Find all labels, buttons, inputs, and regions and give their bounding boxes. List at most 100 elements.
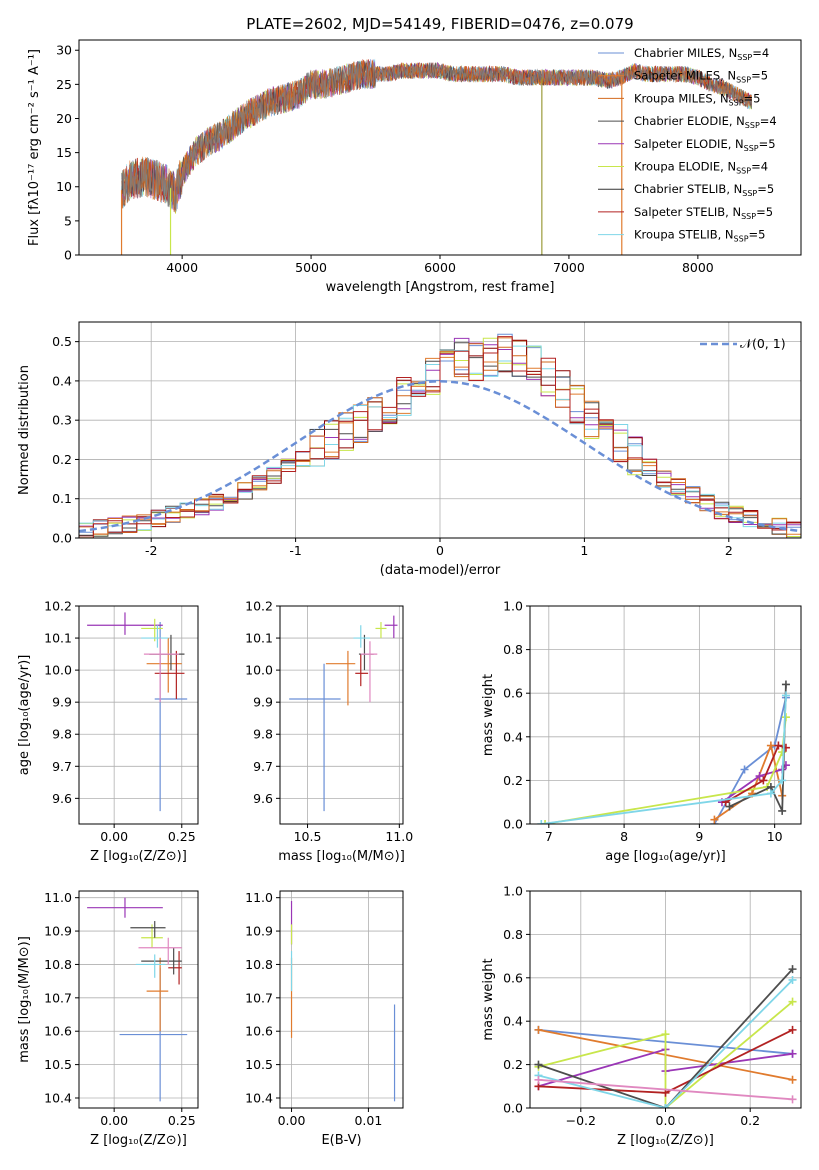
weight-marker [778,748,787,757]
x-axis-label: Z [log₁₀(Z/Z⊙)] [90,849,187,864]
y-tick-label: 9.7 [52,759,72,774]
weight-marker [534,1060,543,1069]
weight-marker [534,1025,543,1034]
axes-frame [279,605,404,825]
axes-frame [78,890,199,1109]
y-tick-label: 5 [64,213,72,228]
panel-mass-vs-Z: 0.00 0.25 10.4 10.5 10.6 10.7 10.8 10.9 11.0 Z [l… [17,890,199,1148]
legend-text: Chabrier MILES, N [634,46,737,60]
weight-line [725,744,787,803]
y-tick-label: 10.0 [245,663,273,678]
weight-line [538,1001,794,1108]
plot-marks [120,58,752,255]
y-tick-label: 0.4 [503,1014,523,1029]
weight-marker [788,1025,797,1034]
panel-weight-vs-age: 7 8 9 10 0.0 0.2 0.4 0.6 0.8 1.0 age [log₁₀(age/yr… [481,599,802,864]
x-tick-label: 6000 [424,260,456,275]
x-tick-label: 7 [545,829,553,844]
x-tick-label: -1 [289,543,301,558]
weight-marker [788,1075,797,1084]
x-tick-label: 8000 [682,260,714,275]
x-tick-label: 5000 [295,260,327,275]
weight-marker [774,741,783,750]
plot-area [280,891,403,1108]
legend-text: Kroupa ELODIE, N [634,160,736,174]
y-tick-label: 10.1 [44,631,72,646]
y-axis-label: mass weight [481,674,496,756]
plot-marks [289,615,398,812]
y-tick-label: 10.6 [245,1024,273,1039]
legend-tail: =4 [760,114,777,128]
y-tick-label: 0.6 [503,970,523,985]
x-tick-label: 10.5 [294,829,322,844]
plot-marks [87,897,188,1102]
y-tick-label: 0.4 [503,729,523,744]
weight-marker [759,776,768,785]
y-tick-label: 0.2 [52,452,72,467]
weight-line [538,979,794,1108]
y-tick-label: 11.0 [44,890,72,905]
x-axis-label: E(B-V) [321,1133,361,1148]
plot-area [280,606,403,824]
y-tick-label: 10.2 [44,599,72,614]
legend-sub: SSP [729,98,744,107]
x-axis-label: age [log₁₀(age/yr)] [605,849,726,864]
x-tick-label: 7000 [553,260,585,275]
figure-title: PLATE=2602, MJD=54149, FIBERID=0476, z=0… [246,15,633,33]
y-tick-label: 10.8 [44,957,72,972]
legend-label: Kroupa ELODIE, NSSP=4 [634,160,768,176]
legend-sub: SSP [734,235,749,244]
legend-label: Salpeter ELODIE, NSSP=5 [634,137,776,153]
y-tick-label: 1.0 [503,884,523,899]
y-axis-label: mass [log₁₀(M/M⊙)] [17,936,32,1063]
x-tick-label: 10 [767,829,783,844]
legend-label: Chabrier MILES, NSSP=4 [634,46,769,62]
legend-label: Kroupa MILES, NSSP=5 [634,91,760,107]
weight-marker [781,691,790,700]
legend-label: Kroupa STELIB, NSSP=5 [634,228,765,244]
weight-marker [740,765,749,774]
x-tick-label: −0.2 [566,1113,596,1128]
plot-marks [290,901,396,1102]
weight-marker [788,997,797,1006]
panels-layer: 4000 5000 6000 7000 8000051015202530waveleng… [17,39,802,1148]
y-tick-label: 9.6 [52,791,72,806]
legend-tail: =4 [751,160,768,174]
y-tick-label: 9.9 [52,695,72,710]
x-tick-label: 0.2 [740,1113,760,1128]
weight-marker [661,1104,670,1108]
weight-line [541,695,787,824]
y-tick-label: 10.4 [44,1090,72,1105]
y-tick-label: 15 [56,145,72,160]
y-tick-label: 9.6 [253,791,273,806]
panel-age-vs-mass: 10.5 11.0 9.6 9.7 9.8 9.9 10.0 10.1 10.2 mass [lo… [245,599,413,865]
weight-marker [661,1030,670,1039]
normal-curve [79,380,801,533]
x-tick-label: 11.0 [385,829,413,844]
y-tick-label: 10.7 [44,990,72,1005]
legend-text: Salpeter ELODIE, N [634,137,744,151]
y-tick-label: 0 [64,248,72,263]
weight-marker [537,820,546,824]
y-axis-label: age [log₁₀(age/yr)] [17,655,32,776]
x-axis-label: (data-model)/error [380,563,501,578]
legend-sub: SSP [736,167,751,176]
x-tick-label: -2 [145,543,157,558]
y-tick-label: 10.4 [245,1090,273,1105]
y-tick-label: 0.4 [52,373,72,388]
x-tick-label: 0.25 [168,1113,196,1128]
legend-text: Kroupa MILES, N [634,91,729,105]
y-tick-label: 10.5 [44,1057,72,1072]
weight-marker [788,1095,797,1104]
y-tick-label: 11.0 [245,890,273,905]
y-axis-label: mass weight [481,958,496,1040]
spectrum-line [121,61,752,211]
y-tick-label: 0.2 [503,1057,523,1072]
y-tick-label: 1.0 [503,599,523,614]
legend-sub: SSP [737,53,752,62]
y-tick-label: 0.6 [503,686,523,701]
legend-label: 𝒩(0, 1) [740,336,786,351]
y-axis-label: Normed distribution [17,365,32,495]
legend-text: Salpeter STELIB, N [634,205,741,219]
x-tick-label: 1 [580,543,588,558]
